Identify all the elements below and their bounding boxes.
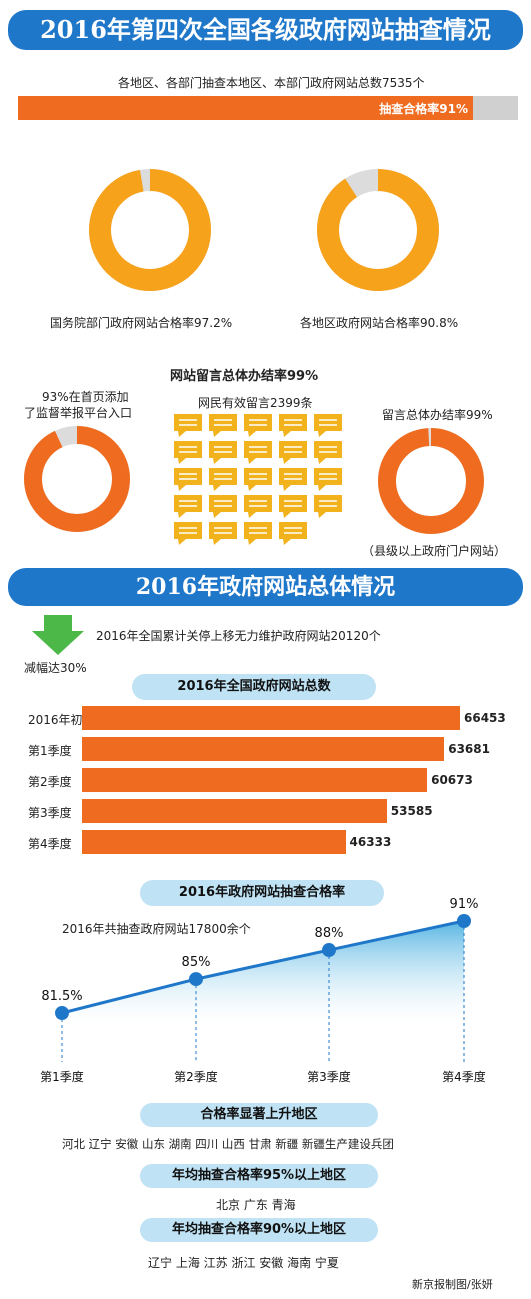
completion-label: 留言总体办结率99%: [382, 408, 493, 422]
message-bubble-icon: [314, 441, 342, 464]
x-category-label: 第3季度: [307, 1069, 351, 1084]
messages-title: 网站留言总体办结率99%: [170, 369, 319, 384]
data-value-label: 81.5%: [41, 989, 82, 1004]
bar: [82, 830, 346, 854]
down-arrow-icon: [32, 615, 84, 655]
data-value-label: 88%: [315, 926, 344, 941]
donut-regions: [317, 169, 439, 291]
area-chart: 81.5% 第1季度 85% 第2季度 88% 第3季度 91% 第4季度: [40, 897, 486, 1084]
data-point: [322, 943, 336, 958]
area-chart-subtitle: 2016年共抽查政府网站17800余个: [62, 922, 251, 936]
pass-rate-bar-fill: [18, 96, 473, 120]
donut-regions-label: 各地区政府网站合格率90.8%: [300, 316, 459, 330]
donut-ministry-label: 国务院部门政府网站合格率97.2%: [50, 316, 233, 330]
region-90-title: 年均抽查合格率90%以上地区: [140, 1218, 378, 1242]
bar-chart: 2016年初 66453 第1季度 63681 第2季度 60673 第3季度 53585 第4…: [0, 706, 531, 866]
completion-note: （县级以上政府门户网站）: [362, 544, 507, 558]
monitor-label-line1: 93%在首页添加: [42, 390, 129, 404]
monitor-label-line2: 了监督举报平台入口: [24, 406, 133, 420]
donut-completion: [378, 428, 484, 534]
bar-category-label: 第1季度: [28, 744, 72, 758]
message-bubble-icon: [174, 522, 202, 545]
message-bubble-icon: [209, 468, 237, 491]
donut-monitor: [24, 426, 130, 532]
message-bubble-icon: [279, 441, 307, 464]
message-bubble-icon: [279, 468, 307, 491]
area-fill: [62, 921, 464, 1023]
bar-value-label: 66453: [464, 711, 506, 725]
data-value-label: 91%: [450, 897, 479, 912]
bar-value-label: 46333: [349, 835, 392, 849]
section1-title-banner: 2016年第四次全国各级政府网站抽查情况: [8, 10, 523, 50]
bar-category-label: 2016年初: [28, 713, 83, 727]
message-bubbles-grid: [174, 414, 342, 545]
message-bubble-icon: [279, 495, 307, 518]
region-rising-list: 河北 辽宁 安徽 山东 湖南 四川 山西 甘肃 新疆 新疆生产建设兵团: [62, 1137, 394, 1151]
pass-rate-bar-track: 抽查合格率91%: [18, 96, 518, 120]
donut-regions-arc: [317, 169, 439, 291]
bar-category-label: 第3季度: [28, 806, 72, 820]
message-bubble-icon: [174, 468, 202, 491]
message-bubble-icon: [244, 522, 272, 545]
message-bubble-icon: [244, 468, 272, 491]
bar-chart-title: 2016年全国政府网站总数: [132, 674, 376, 700]
data-point: [55, 1006, 69, 1020]
region-95-title: 年均抽查合格率95%以上地区: [140, 1164, 378, 1188]
message-bubble-icon: [244, 414, 272, 437]
data-point: [457, 914, 471, 928]
message-bubble-icon: [314, 495, 342, 518]
message-bubble-icon: [314, 468, 342, 491]
message-bubble-icon: [209, 495, 237, 518]
bar-category-label: 第2季度: [28, 775, 72, 789]
message-bubble-icon: [314, 414, 342, 437]
data-point: [189, 972, 203, 987]
x-category-label: 第2季度: [174, 1069, 218, 1084]
bar-value-label: 63681: [448, 742, 490, 756]
message-bubble-icon: [174, 414, 202, 437]
message-bubble-icon: [244, 441, 272, 464]
donut-ministry: [89, 169, 211, 291]
region-95-list: 北京 广东 青海: [216, 1198, 296, 1212]
data-value-label: 85%: [182, 955, 211, 970]
x-category-label: 第4季度: [442, 1069, 486, 1084]
donut-monitor-arc: [24, 426, 130, 532]
reduction-text: 减幅达30%: [24, 661, 87, 675]
messages-count-label: 网民有效留言2399条: [198, 396, 313, 410]
pass-rate-bar-label: 抽查合格率91%: [379, 102, 468, 116]
message-bubble-icon: [209, 441, 237, 464]
donut-ministry-arc: [89, 169, 211, 291]
bar-value-label: 60673: [431, 773, 473, 787]
region-90-list: 辽宁 上海 江苏 浙江 安徽 海南 宁夏: [148, 1256, 339, 1270]
bar: [82, 799, 387, 823]
message-bubble-icon: [279, 414, 307, 437]
bar-category-label: 第4季度: [28, 837, 72, 851]
series-line: [61, 919, 465, 1015]
bar: [82, 706, 460, 730]
message-bubble-icon: [174, 441, 202, 464]
bar-value-label: 53585: [390, 804, 433, 818]
section2-title-banner: 2016年政府网站总体情况: [8, 568, 523, 606]
donut-completion-arc: [378, 428, 484, 534]
message-bubble-icon: [279, 522, 307, 545]
message-bubble-icon: [174, 495, 202, 518]
x-category-label: 第1季度: [40, 1069, 84, 1084]
total-sites-text: 各地区、各部门抽查本地区、本部门政府网站总数7535个: [118, 76, 425, 90]
credit-text: 新京报制图/张妍: [412, 1278, 493, 1291]
bar: [82, 737, 445, 761]
closure-text: 2016年全国累计关停上移无力维护政府网站20120个: [96, 629, 381, 643]
message-bubble-icon: [209, 522, 237, 545]
area-chart-title: 2016年政府网站抽查合格率: [140, 880, 384, 906]
bar: [82, 768, 428, 792]
region-rising-title: 合格率显著上升地区: [140, 1103, 378, 1127]
message-bubble-icon: [244, 495, 272, 518]
message-bubble-icon: [209, 414, 237, 437]
